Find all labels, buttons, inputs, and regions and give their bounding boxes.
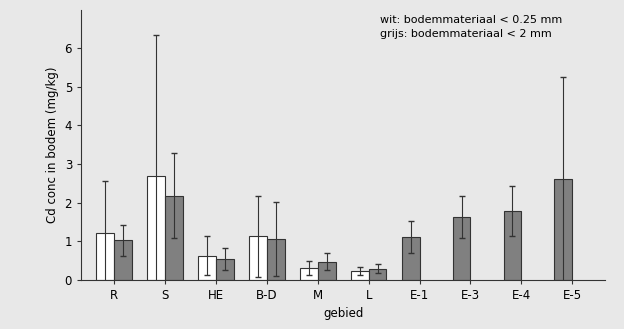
Bar (267, 239, 285, 280)
Bar (554, 179, 572, 280)
Bar (369, 269, 386, 280)
Y-axis label: Cd conc in bodem (mg/kg): Cd conc in bodem (mg/kg) (46, 66, 59, 223)
Bar (216, 259, 234, 280)
Text: wit: bodemmateriaal < 0.25 mm
grijs: bodemmateriaal < 2 mm: wit: bodemmateriaal < 0.25 mm grijs: bod… (380, 15, 562, 39)
Bar (249, 236, 267, 280)
Bar (300, 268, 318, 280)
Bar (198, 256, 216, 280)
Bar (351, 271, 369, 280)
Bar (147, 176, 165, 280)
Bar (96, 233, 114, 280)
Bar (504, 211, 521, 280)
Bar (318, 262, 336, 280)
Bar (452, 217, 470, 280)
Bar (114, 240, 132, 280)
Bar (165, 196, 183, 280)
Bar (402, 237, 419, 280)
X-axis label: gebied: gebied (323, 307, 363, 320)
